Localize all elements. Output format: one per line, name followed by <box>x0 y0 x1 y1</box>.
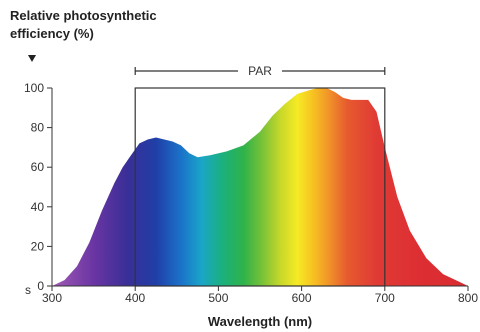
x-tick-label: 800 <box>458 291 478 305</box>
x-tick-label: 600 <box>292 291 312 305</box>
x-tick-label: 300 <box>42 291 62 305</box>
x-tick-label: 700 <box>375 291 395 305</box>
par-label: PAR <box>248 64 272 78</box>
efficiency-curve-area <box>52 88 468 286</box>
y-tick-label: 80 <box>31 121 45 135</box>
y-axis-label-line2: efficiency (%) <box>10 26 94 41</box>
margin-note: s <box>25 283 31 297</box>
y-tick-label: 40 <box>31 200 45 214</box>
y-ticks: 0 20 40 60 80 100 <box>24 81 52 293</box>
x-axis-label: Wavelength (nm) <box>208 314 312 329</box>
y-tick-label: 20 <box>31 239 45 253</box>
y-axis-arrow-icon <box>28 55 36 62</box>
y-tick-label: 60 <box>31 160 45 174</box>
x-tick-label: 500 <box>208 291 228 305</box>
y-tick-label: 100 <box>24 81 44 95</box>
x-ticks: 300 400 500 600 700 800 <box>42 286 478 305</box>
y-tick-label: 0 <box>37 279 44 293</box>
y-axis-label-line1: Relative photosynthetic <box>10 8 157 23</box>
x-tick-label: 400 <box>125 291 145 305</box>
